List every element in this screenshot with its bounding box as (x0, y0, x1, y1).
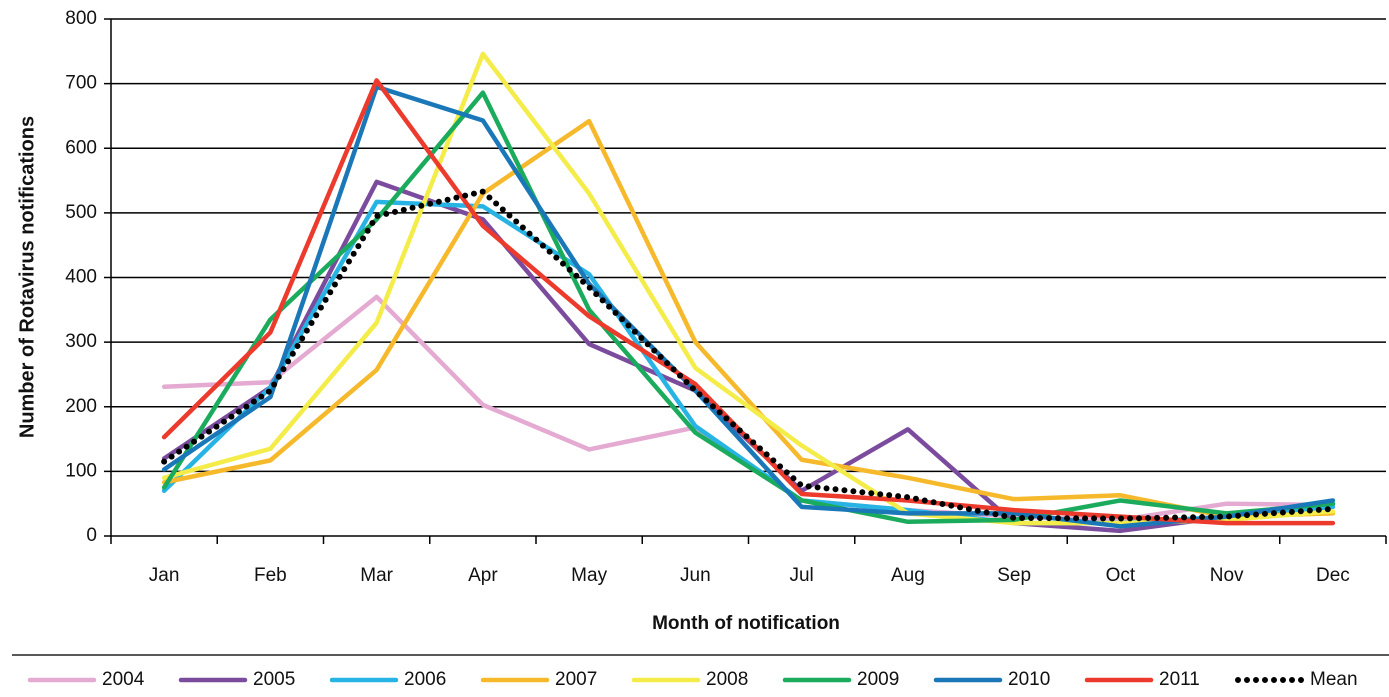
y-tick-label: 400 (65, 267, 97, 288)
x-tick-label: Apr (468, 565, 498, 586)
y-tick-label: 500 (65, 202, 97, 223)
y-tick-label: 300 (65, 331, 97, 352)
x-tick-label: Jun (680, 565, 711, 586)
y-tick-label: 0 (86, 525, 97, 546)
x-tick-label: Feb (254, 565, 287, 586)
series-line (161, 78, 1336, 526)
x-tick-label: Jul (789, 565, 813, 586)
y-tick-label: 600 (65, 137, 97, 158)
x-tick-label: Oct (1106, 565, 1136, 586)
y-tick-label: 200 (65, 396, 97, 417)
x-tick-label: Nov (1210, 565, 1244, 586)
x-axis-label: Month of notification (652, 613, 840, 634)
legend-label: 2008 (706, 669, 748, 690)
series-line (161, 118, 1336, 519)
legend-label: 2010 (1008, 669, 1050, 690)
x-tick-label: Jan (149, 565, 180, 586)
series-line (161, 51, 1336, 526)
legend-label: 2006 (404, 669, 446, 690)
legend-label: 2007 (555, 669, 597, 690)
legend-label: 2011 (1159, 669, 1200, 690)
legend-label: 2005 (253, 669, 295, 690)
legend-label: 2009 (857, 669, 899, 690)
y-tick-label: 700 (65, 73, 97, 94)
x-tick-label: Sep (997, 565, 1031, 586)
x-tick-label: Aug (891, 565, 925, 586)
y-axis-label: Number of Rotavirus notifications (16, 116, 38, 438)
legend-label: Mean (1310, 669, 1358, 690)
series-line (161, 84, 1336, 529)
series-line (161, 179, 1336, 534)
series-line (161, 188, 1336, 522)
x-tick-label: Dec (1316, 565, 1350, 586)
legend-label: 2004 (102, 669, 145, 690)
series-line (161, 90, 1336, 525)
y-tick-label: 100 (65, 460, 97, 481)
x-tick-label: Mar (360, 565, 393, 586)
x-tick-label: May (571, 565, 607, 586)
y-tick-label: 800 (65, 8, 97, 29)
